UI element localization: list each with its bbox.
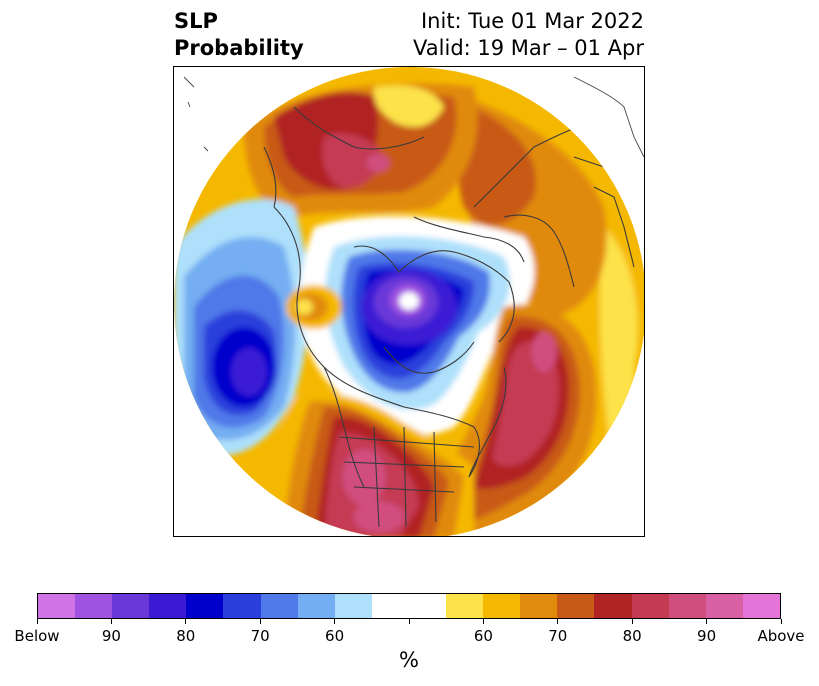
colorbar-tick-label: 90 <box>697 627 717 645</box>
colorbar-cell <box>75 594 113 618</box>
colorbar-cell <box>260 594 298 618</box>
colorbar-cell <box>483 594 521 618</box>
colorbar <box>37 593 781 619</box>
colorbar-cell <box>742 594 780 618</box>
colorbar-cell <box>112 594 150 618</box>
colorbar-cell <box>668 594 706 618</box>
colorbar-tick-label: 60 <box>325 627 345 645</box>
colorbar-tick-mark <box>185 619 187 624</box>
colorbar-tick-mark <box>780 619 782 624</box>
colorbar-tick-mark <box>259 619 261 624</box>
colorbar-cell <box>446 594 484 618</box>
colorbar-tick-mark <box>110 619 112 624</box>
colorbar-tick-label: 80 <box>622 627 642 645</box>
title-variable: SLP <box>174 9 218 33</box>
colorbar-cell <box>223 594 261 618</box>
probability-map-svg <box>174 67 644 536</box>
colorbar-tick-label: 90 <box>101 627 121 645</box>
colorbar-cell <box>297 594 335 618</box>
colorbar-tick-mark <box>706 619 708 624</box>
probability-field <box>174 67 644 536</box>
colorbar-cell <box>705 594 743 618</box>
map-title-left: SLP Probability <box>174 8 304 62</box>
colorbar-tick-label: 60 <box>473 627 493 645</box>
colorbar-unit-label: % <box>399 648 419 672</box>
colorbar-tick-mark <box>36 619 38 624</box>
title-subtitle: Probability <box>174 36 304 60</box>
colorbar-tick-label: Below <box>14 627 60 645</box>
colorbar-tick-mark <box>334 619 336 624</box>
colorbar-cell <box>371 594 409 618</box>
colorbar-tick-label: 80 <box>176 627 196 645</box>
colorbar-tick-mark <box>631 619 633 624</box>
colorbar-cell <box>408 594 447 618</box>
colorbar-cell <box>557 594 595 618</box>
map-title-right: Init: Tue 01 Mar 2022 Valid: 19 Mar – 01… <box>413 8 644 62</box>
colorbar-tick-mark <box>557 619 559 624</box>
colorbar-cell <box>186 594 224 618</box>
colorbar-cell <box>334 594 372 618</box>
colorbar-cell <box>38 594 76 618</box>
init-date: Init: Tue 01 Mar 2022 <box>420 9 644 33</box>
colorbar-tick-mark <box>482 619 484 624</box>
coastlines <box>263 106 635 528</box>
colorbar-cell <box>631 594 669 618</box>
colorbar-tick-label: 70 <box>250 627 270 645</box>
colorbar-cell <box>149 594 187 618</box>
colorbar-tick-label: Above <box>757 627 805 645</box>
outside-coastlines <box>183 76 644 158</box>
valid-range: Valid: 19 Mar – 01 Apr <box>413 36 644 60</box>
colorbar-cell <box>520 594 558 618</box>
colorbar-cell <box>594 594 632 618</box>
polar-map <box>173 66 645 537</box>
colorbar-tick-mark <box>408 619 410 624</box>
colorbar-tick-label: 70 <box>548 627 568 645</box>
